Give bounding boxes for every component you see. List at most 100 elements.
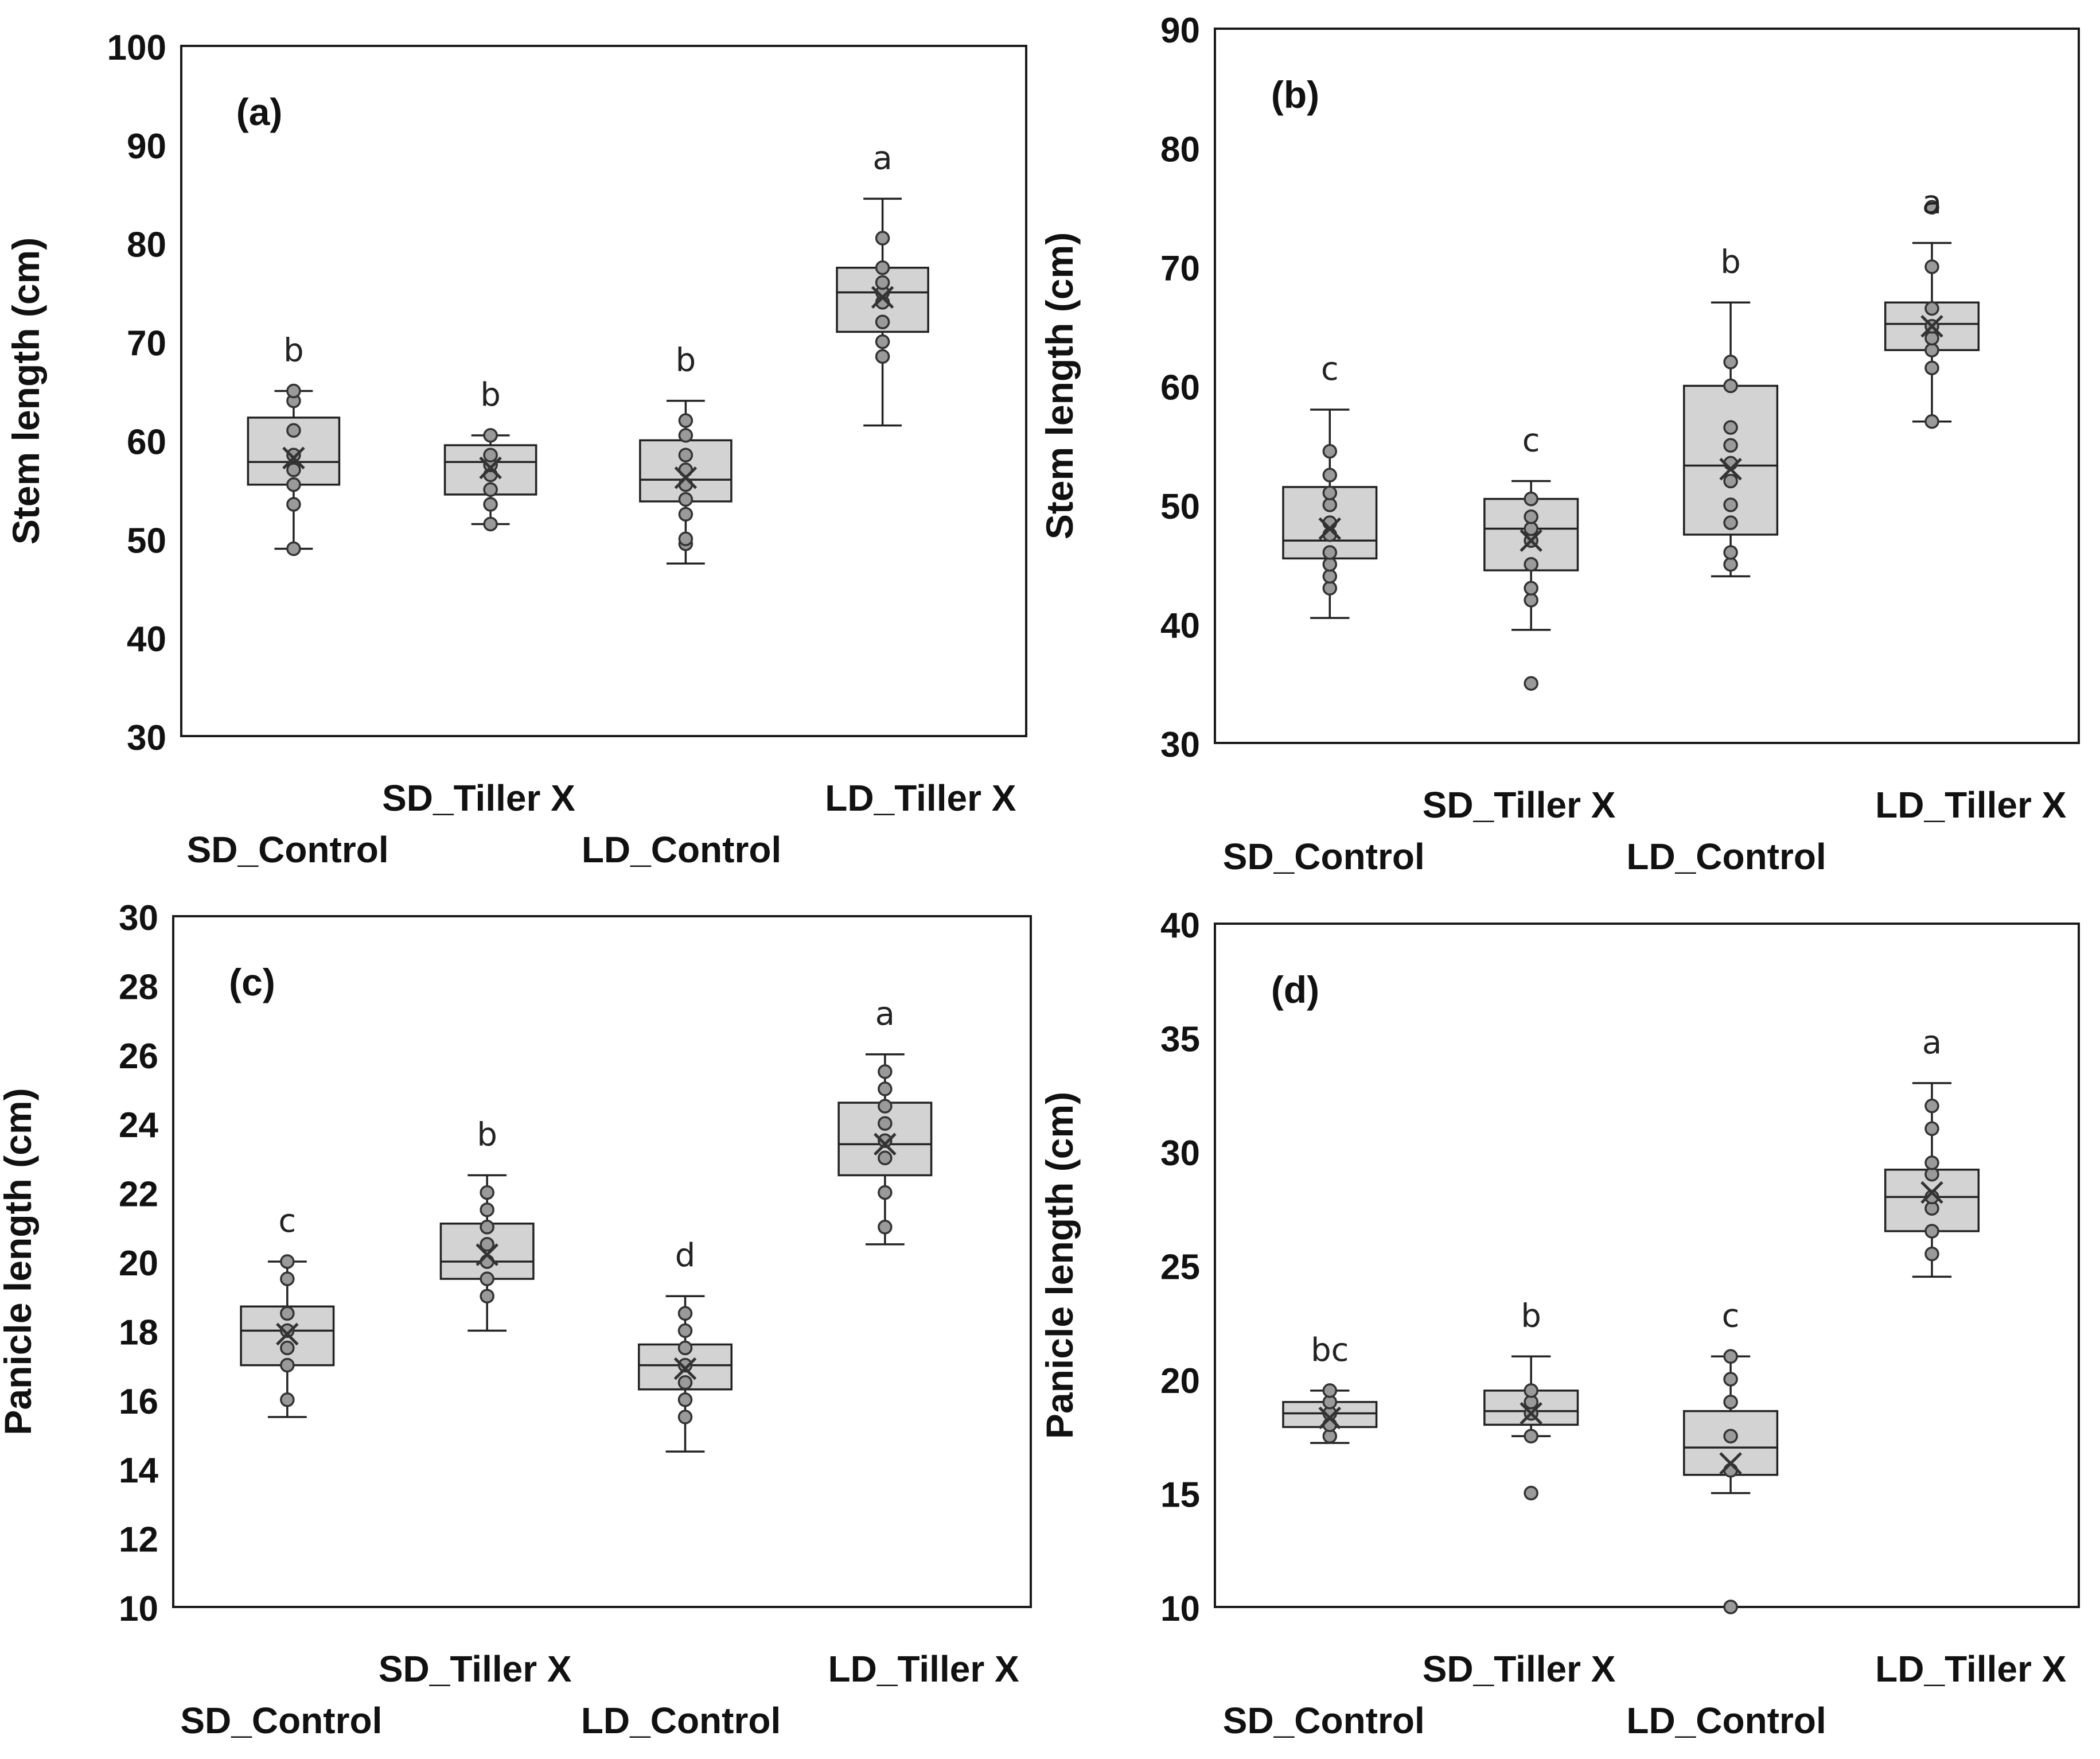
data-point <box>1924 1155 1939 1170</box>
data-point <box>483 516 498 532</box>
y-tick-label: 26 <box>119 1037 158 1076</box>
data-point <box>1723 420 1738 435</box>
box-4: a <box>836 139 929 427</box>
significance-letter: c <box>1722 1297 1740 1334</box>
data-point <box>1322 581 1338 596</box>
data-point <box>483 482 498 497</box>
data-point <box>1723 545 1738 560</box>
category-label: SD_Tiller X <box>1423 1648 1616 1690</box>
data-point <box>1723 497 1738 512</box>
y-tick-label: 20 <box>1160 1361 1200 1401</box>
significance-letter: a <box>875 995 895 1033</box>
data-point <box>286 423 301 438</box>
y-tick-label: 30 <box>119 898 158 938</box>
data-point <box>280 1357 295 1373</box>
box-2: b <box>443 376 537 532</box>
mean-marker <box>476 1243 498 1266</box>
data-point <box>677 1323 693 1338</box>
data-point <box>480 1237 494 1252</box>
significance-letter: b <box>1720 243 1741 281</box>
significance-letter: b <box>1521 1297 1541 1334</box>
data-point <box>480 1202 494 1217</box>
data-point <box>1723 438 1738 453</box>
y-tick-label: 90 <box>127 127 166 166</box>
data-point <box>280 1306 295 1321</box>
data-point <box>878 1099 893 1114</box>
y-tick-label: 22 <box>119 1175 158 1215</box>
data-point <box>875 349 890 364</box>
mean-marker <box>673 1357 697 1380</box>
y-axis-label: Stem length (cm) <box>1038 232 1081 539</box>
data-point <box>280 1392 295 1407</box>
data-point <box>678 492 693 507</box>
data-point <box>1924 1224 1939 1239</box>
data-point <box>280 1323 295 1338</box>
data-point <box>875 314 890 329</box>
data-point <box>1723 1349 1738 1364</box>
y-tick-label: 40 <box>1160 606 1200 646</box>
y-tick-label: 60 <box>127 422 166 462</box>
y-tick-label: 24 <box>119 1106 158 1145</box>
data-point <box>875 231 890 246</box>
panel-a: 30 40 50 60 70 80 90 100 Stem length (cm) (a) SD_C… <box>5 28 1027 870</box>
significance-letter: bc <box>1311 1332 1349 1369</box>
data-point <box>1924 1246 1939 1262</box>
significance-letter: a <box>1922 1024 1942 1061</box>
mean-marker <box>674 466 698 489</box>
data-point <box>1524 581 1538 596</box>
mean-marker <box>282 446 305 470</box>
significance-letter: a <box>1922 184 1942 221</box>
data-point <box>286 477 301 492</box>
data-point <box>280 1254 295 1269</box>
data-point <box>677 1340 693 1356</box>
category-label: SD_Control <box>1223 1700 1425 1741</box>
data-point <box>286 383 301 399</box>
y-tick-label: 100 <box>107 28 166 68</box>
data-point <box>875 260 890 275</box>
data-point <box>1924 259 1939 274</box>
data-point <box>480 1220 494 1235</box>
data-point <box>878 1133 893 1149</box>
significance-letter: a <box>872 139 892 177</box>
data-point <box>678 507 693 522</box>
data-point <box>1723 1429 1738 1443</box>
box-1: c <box>1282 351 1378 619</box>
data-point <box>483 447 498 462</box>
box-2: b <box>1483 1297 1579 1501</box>
data-point <box>677 1410 693 1425</box>
data-point <box>286 497 301 512</box>
panel-c: 10 12 14 16 18 20 22 24 26 28 30 Panicle length (cm… <box>0 898 1032 1741</box>
data-point <box>286 447 301 462</box>
y-tick-label: 25 <box>1160 1248 1200 1287</box>
data-point <box>1924 414 1939 429</box>
panel-label: (c) <box>229 961 275 1003</box>
data-point <box>1924 301 1939 316</box>
data-point <box>1322 557 1338 572</box>
category-label: LD_Control <box>581 1700 781 1741</box>
y-tick-label: 70 <box>127 324 166 364</box>
data-point <box>1322 485 1338 500</box>
data-point <box>1524 593 1538 608</box>
y-tick-label: 12 <box>119 1520 158 1560</box>
mean-marker <box>1520 529 1542 552</box>
category-label: SD_Control <box>187 829 389 870</box>
data-point <box>677 1357 693 1373</box>
data-point <box>878 1064 893 1079</box>
data-point <box>1524 1383 1538 1398</box>
category-label: SD_Tiller X <box>1423 784 1616 826</box>
box-3: b <box>1683 243 1779 578</box>
box-4: a <box>1884 184 1980 429</box>
data-point <box>286 462 301 477</box>
data-point <box>1924 1098 1939 1114</box>
data-point <box>1524 491 1538 507</box>
panel-b: 30 40 50 60 70 80 90 Stem length (cm) (b) SD_Cont… <box>1038 11 2080 877</box>
panel-d: 10 15 20 25 30 35 40 Panicle length (cm) (d) SD_C… <box>1038 906 2080 1741</box>
data-point <box>480 1271 494 1286</box>
category-label: SD_Tiller X <box>382 777 575 819</box>
y-tick-label: 18 <box>119 1313 158 1352</box>
data-point <box>678 447 693 462</box>
category-label: LD_Control <box>1626 836 1826 877</box>
plot-frame <box>180 45 1027 737</box>
mean-marker <box>1719 1452 1742 1475</box>
